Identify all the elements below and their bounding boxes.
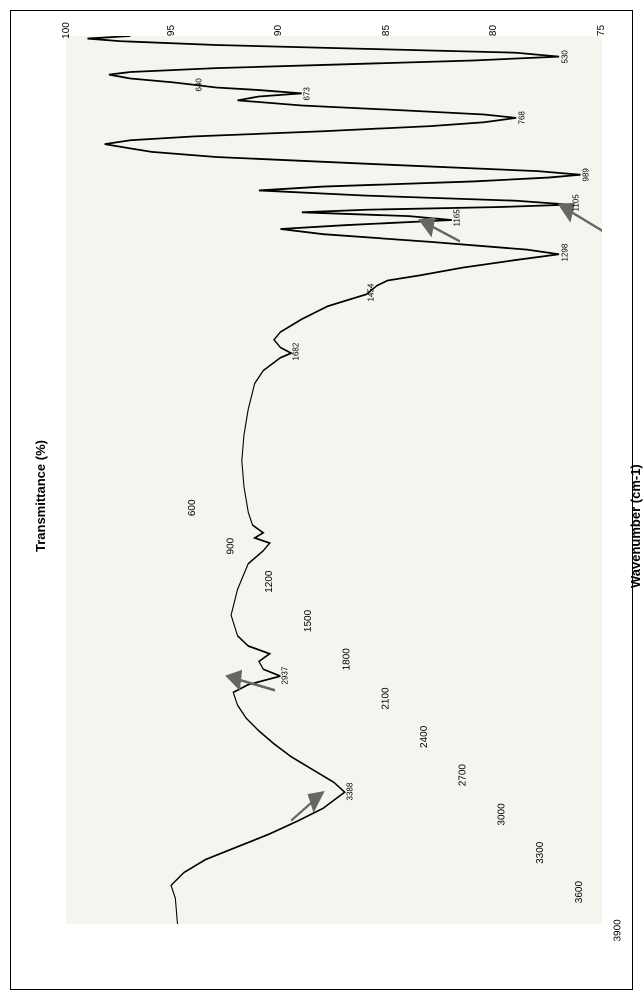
- y-tick: 80: [488, 25, 499, 36]
- annotation-arrow: [227, 676, 275, 690]
- x-tick: 900: [226, 538, 643, 555]
- annotation-arrow: [291, 792, 323, 820]
- x-tick: 600: [187, 499, 643, 516]
- chart-container: Transmittance (%) Wavenumber (cm-1) 1009…: [10, 10, 633, 990]
- y-tick: 90: [273, 25, 284, 36]
- peak-label: 989: [582, 168, 591, 181]
- x-tick: 1800: [342, 648, 643, 670]
- peak-label: 768: [517, 111, 526, 124]
- y-tick: 85: [381, 25, 392, 36]
- x-tick: 2400: [419, 726, 643, 748]
- plot-area: [66, 36, 602, 924]
- x-tick: 3900: [613, 919, 620, 941]
- arrows-layer: [66, 36, 602, 924]
- peak-label: 1105: [571, 194, 580, 211]
- peak-label: 530: [560, 50, 569, 63]
- x-tick: 1500: [303, 610, 643, 632]
- peak-label: 3388: [345, 783, 354, 801]
- x-tick: 3300: [535, 842, 643, 864]
- x-tick: 2700: [458, 764, 643, 786]
- peak-label: 2937: [281, 666, 290, 684]
- y-axis-label: Transmittance (%): [33, 440, 48, 552]
- x-axis-label: Wavenumber (cm-1): [628, 464, 643, 588]
- peak-label: 1165: [453, 210, 462, 227]
- peak-label: 640: [195, 78, 204, 91]
- peak-label: 1682: [291, 343, 300, 361]
- x-tick: 1200: [264, 571, 643, 593]
- y-tick: 100: [61, 22, 72, 39]
- peak-label: 673: [302, 87, 311, 100]
- y-tick: 75: [596, 25, 607, 36]
- peak-label: 1454: [367, 284, 376, 302]
- y-tick: 95: [166, 25, 177, 36]
- peak-label: 1298: [560, 243, 569, 261]
- annotation-arrow: [559, 205, 602, 244]
- x-tick: 3600: [574, 881, 643, 903]
- x-tick: 2100: [380, 687, 643, 709]
- x-tick: 3000: [496, 803, 643, 825]
